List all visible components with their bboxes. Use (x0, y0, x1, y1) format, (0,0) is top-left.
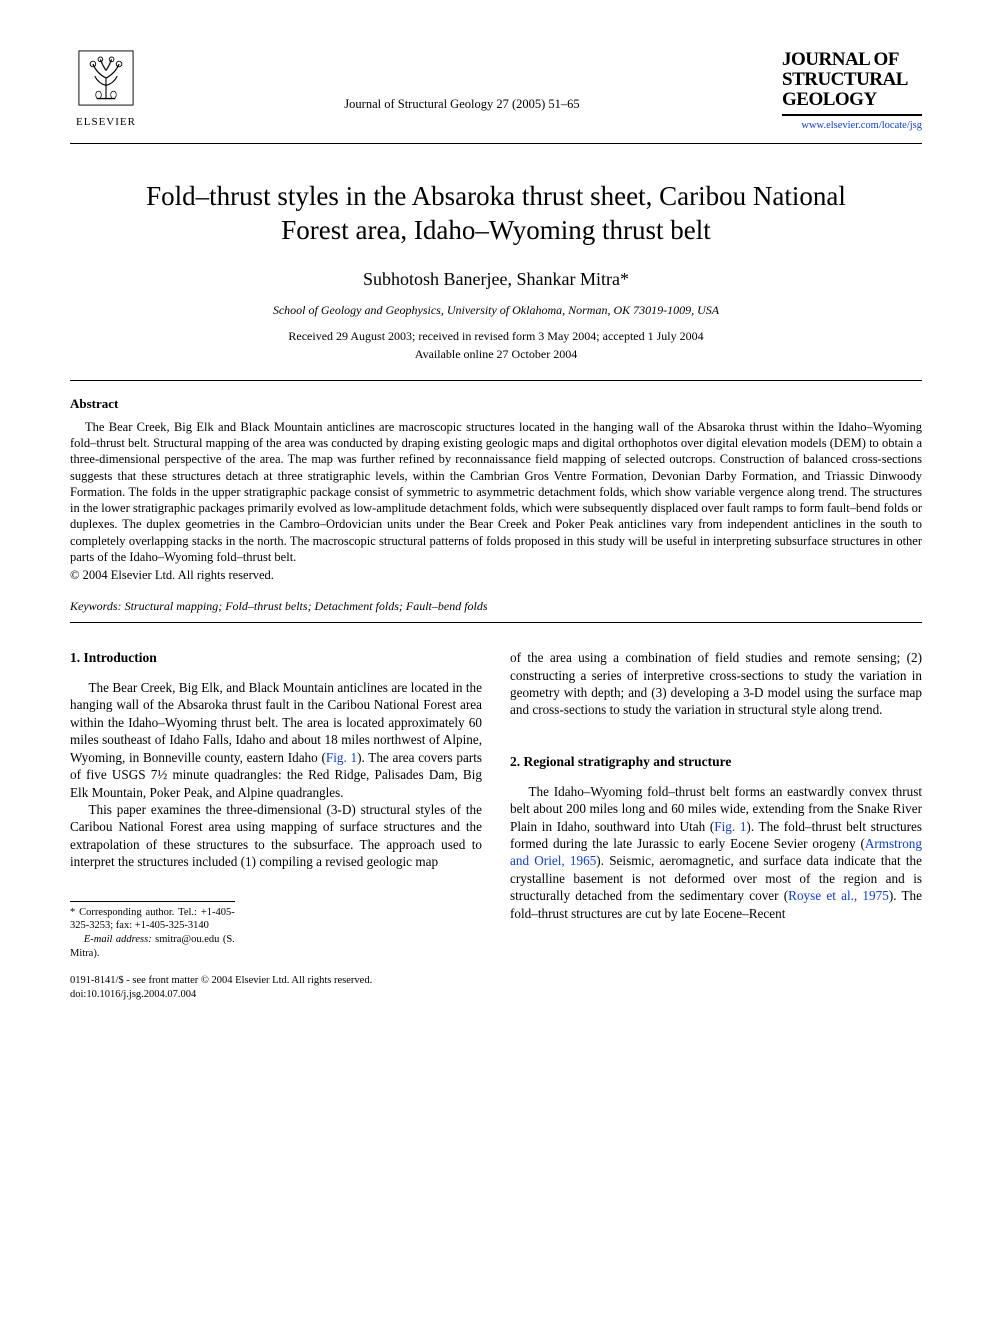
keywords-line: Keywords: Structural mapping; Fold–thrus… (70, 598, 922, 614)
corresponding-author: * Corresponding author. Tel.: +1-405-325… (70, 906, 235, 933)
title-rule (70, 380, 922, 381)
elsevier-tree-icon (78, 50, 134, 106)
fig-1-ref-a[interactable]: Fig. 1 (326, 750, 357, 765)
keywords-label: Keywords: (70, 599, 122, 613)
ref-royse[interactable]: Royse et al., 1975 (788, 888, 889, 903)
section-2-heading: 2. Regional stratigraphy and structure (510, 753, 922, 771)
issn-line: 0191-8141/$ - see front matter © 2004 El… (70, 974, 482, 988)
publisher-label: ELSEVIER (70, 115, 142, 130)
keywords-rule (70, 622, 922, 623)
affiliation: School of Geology and Geophysics, Univer… (70, 302, 922, 318)
section-1-para-2: This paper examines the three-dimensiona… (70, 801, 482, 871)
left-column: 1. Introduction The Bear Creek, Big Elk,… (70, 649, 482, 1001)
section-1-para-1: The Bear Creek, Big Elk, and Black Mount… (70, 679, 482, 801)
keywords-text: Structural mapping; Fold–thrust belts; D… (125, 599, 488, 613)
journal-url-link[interactable]: www.elsevier.com/locate/jsg (782, 119, 922, 133)
header-rule (70, 143, 922, 144)
received-dates: Received 29 August 2003; received in rev… (70, 328, 922, 344)
article-title: Fold–thrust styles in the Absaroka thrus… (110, 180, 882, 248)
fig-1-ref-b[interactable]: Fig. 1 (714, 819, 746, 834)
abstract-body: The Bear Creek, Big Elk and Black Mounta… (70, 419, 922, 565)
copyright-line: © 2004 Elsevier Ltd. All rights reserved… (70, 567, 922, 584)
section-2-para-1: The Idaho–Wyoming fold–thrust belt forms… (510, 783, 922, 922)
journal-logo-line-3: GEOLOGY (782, 90, 922, 110)
abstract-heading: Abstract (70, 395, 922, 413)
journal-reference: Journal of Structural Geology 27 (2005) … (142, 96, 782, 113)
journal-logo-line-1: JOURNAL OF (782, 50, 922, 70)
section-1-para-2-cont: of the area using a combination of field… (510, 649, 922, 719)
email-label: E-mail address: (84, 934, 152, 945)
section-1-heading: 1. Introduction (70, 649, 482, 667)
authors: Subhotosh Banerjee, Shankar Mitra* (70, 267, 922, 291)
journal-logo-line-2: STRUCTURAL (782, 70, 922, 90)
doi-line: doi:10.1016/j.jsg.2004.07.004 (70, 988, 482, 1002)
publisher-logo: ELSEVIER (70, 50, 142, 130)
body-columns: 1. Introduction The Bear Creek, Big Elk,… (70, 649, 922, 1001)
email-line: E-mail address: smitra@ou.edu (S. Mitra)… (70, 933, 235, 960)
footnotes-block: * Corresponding author. Tel.: +1-405-325… (70, 901, 235, 961)
page-header: ELSEVIER Journal of Structural Geology 2… (70, 50, 922, 133)
available-online: Available online 27 October 2004 (70, 346, 922, 362)
right-column: of the area using a combination of field… (510, 649, 922, 1001)
abstract-text: The Bear Creek, Big Elk and Black Mounta… (70, 419, 922, 565)
doi-block: 0191-8141/$ - see front matter © 2004 El… (70, 974, 482, 1001)
journal-title-logo: JOURNAL OF STRUCTURAL GEOLOGY (782, 50, 922, 116)
journal-logo-block: JOURNAL OF STRUCTURAL GEOLOGY www.elsevi… (782, 50, 922, 133)
